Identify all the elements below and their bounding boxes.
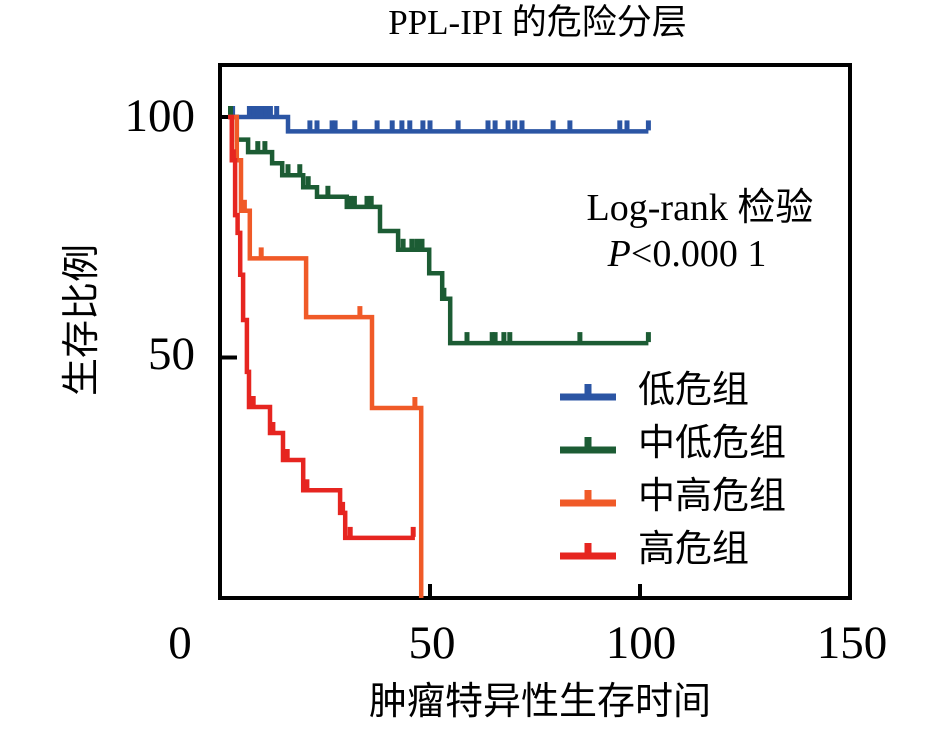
legend-label-low-risk: 低危组 [638,370,749,411]
p-value-label: P<0.000 1 [500,232,900,278]
y-axis-label: 生存比例 [61,244,103,397]
x-tick-label-0: 0 [168,617,192,669]
high-risk-marker-icon [560,542,616,559]
x-tick-label-50: 50 [408,617,456,669]
legend-item-mid-high-risk: 中高危组 [560,470,786,523]
x-tick-label-150: 150 [816,617,888,669]
legend-item-high-risk: 高危组 [560,523,786,576]
y-tick-label-50: 50 [148,328,195,380]
p-value-text: <0.000 1 [630,232,767,275]
legend-item-low-risk: 低危组 [560,364,786,417]
y-tick-label-100: 100 [124,90,196,142]
log-rank-annotation: Log-rank 检验 P<0.000 1 [500,186,900,277]
p-variable: P [607,232,631,275]
legend-label-low-mid-risk: 中低危组 [638,423,786,464]
legend-label-high-risk: 高危组 [638,529,749,570]
low-mid-risk-marker-icon [560,436,616,453]
chart-title: PPL-IPI 的危险分层 [388,3,687,42]
legend: 低危组 中低危组 中高危组 高危组 [560,364,786,576]
mid-high-risk-marker-icon [560,489,616,506]
x-axis-label: 肿瘤特异性生存时间 [368,681,711,723]
log-rank-test-label: Log-rank 检验 [586,187,814,229]
x-tick-label-100: 100 [605,617,677,669]
low-risk-marker-icon [560,383,616,400]
legend-label-mid-high-risk: 中高危组 [638,476,786,517]
legend-item-low-mid-risk: 中低危组 [560,417,786,470]
